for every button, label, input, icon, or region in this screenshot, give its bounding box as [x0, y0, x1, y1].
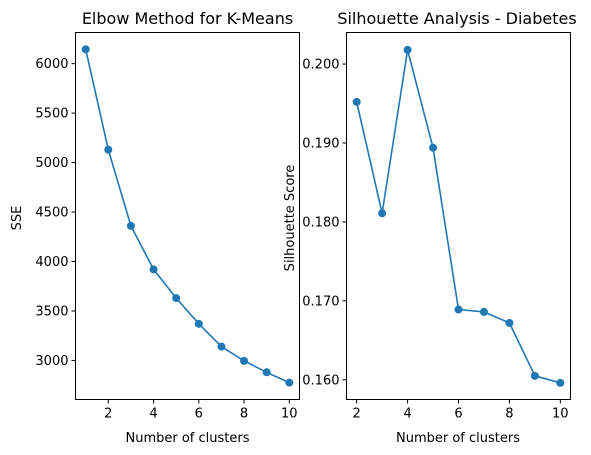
elbow-plot-ylabel: SSE: [10, 206, 25, 231]
elbow-plot-point: [217, 342, 226, 351]
silhouette-plot-point: [403, 45, 412, 54]
silhouette-plot-ytick-label: 0.200: [302, 58, 339, 73]
elbow-plot-title: Elbow Method for K-Means: [82, 9, 293, 28]
silhouette-plot: Silhouette Analysis - Diabetes Number of…: [283, 9, 577, 446]
elbow-plot-point: [149, 265, 158, 274]
elbow-plot-ytick-label: 5000: [35, 156, 68, 171]
silhouette-plot-point: [429, 143, 438, 152]
silhouette-plot-xtick-label: 6: [454, 407, 462, 422]
silhouette-plot-xtick-label: 8: [505, 407, 513, 422]
elbow-plot-point: [194, 319, 203, 328]
elbow-plot-ticks: 2 4 6 8 10 3000 3500 4000 4500 5000 5500 6000: [35, 57, 297, 421]
silhouette-plot-title: Silhouette Analysis - Diabetes: [337, 9, 576, 28]
silhouette-plot-xtick-label: 2: [353, 407, 361, 422]
elbow-plot-series-line: [84, 49, 290, 384]
silhouette-plot-point: [530, 371, 539, 380]
silhouette-plot-point: [505, 318, 514, 327]
elbow-plot-xlabel: Number of clusters: [125, 431, 249, 446]
silhouette-plot-ytick-label: 0.160: [302, 373, 339, 388]
elbow-plot-frame: [75, 32, 300, 400]
elbow-plot-ytick-label: 3000: [35, 354, 68, 369]
silhouette-plot-ylabel: Silhouette Score: [283, 165, 298, 272]
silhouette-plot-point: [479, 307, 488, 316]
elbow-plot-point: [285, 378, 294, 387]
elbow-plot-ytick-label: 3500: [35, 304, 68, 319]
elbow-plot-ytick-label: 5500: [35, 107, 68, 122]
silhouette-plot-ytick-label: 0.180: [302, 215, 339, 230]
silhouette-plot-series: [352, 45, 565, 387]
silhouette-plot-point: [378, 209, 387, 218]
elbow-plot-xtick-label: 8: [240, 407, 248, 422]
silhouette-plot-ytick-label: 0.170: [302, 294, 339, 309]
elbow-plot-xtick-label: 2: [104, 407, 112, 422]
silhouette-plot-xtick-label: 10: [552, 407, 569, 422]
elbow-plot-point: [262, 368, 271, 377]
silhouette-plot-ytick-label: 0.190: [302, 136, 339, 151]
elbow-plot-series: [81, 45, 294, 387]
silhouette-plot-point: [352, 97, 361, 106]
silhouette-plot-point: [556, 378, 565, 387]
silhouette-plot-frame: [346, 32, 571, 400]
elbow-plot-xtick-label: 4: [149, 407, 157, 422]
silhouette-plot-xlabel: Number of clusters: [396, 431, 520, 446]
elbow-plot-ytick-label: 6000: [35, 57, 68, 72]
elbow-plot-point: [104, 145, 113, 154]
silhouette-plot-series-line: [355, 49, 561, 384]
elbow-plot-xtick-label: 6: [195, 407, 203, 422]
elbow-plot-point: [126, 221, 135, 230]
elbow-plot-point: [81, 45, 90, 54]
silhouette-plot-ticks: 2 4 6 8 10 0.160 0.170 0.180 0.190 0.200: [302, 58, 568, 422]
elbow-plot-xtick-label: 10: [281, 407, 298, 422]
elbow-plot-ytick-label: 4500: [35, 206, 68, 221]
elbow-plot-point: [172, 294, 181, 303]
silhouette-plot-point: [454, 305, 463, 314]
elbow-plot-point: [240, 356, 249, 365]
elbow-plot-ytick-label: 4000: [35, 255, 68, 270]
silhouette-plot-xtick-label: 4: [403, 407, 411, 422]
elbow-plot: Elbow Method for K-Means Number of clust…: [10, 9, 300, 446]
